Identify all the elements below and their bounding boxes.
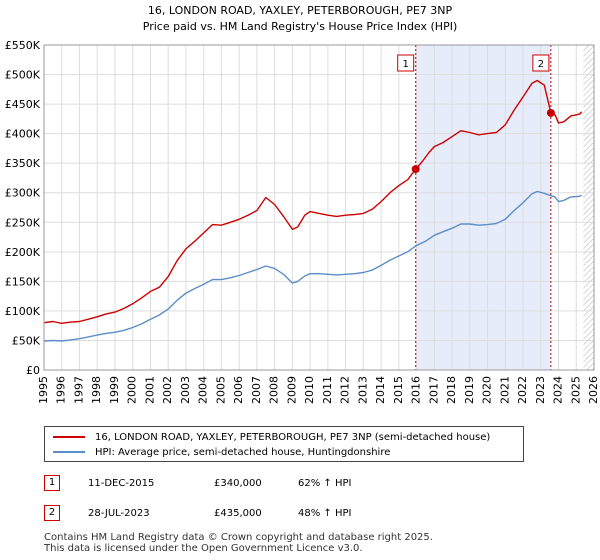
x-tick-label: 2024 [552,376,565,404]
chart-title-line2: Price paid vs. HM Land Registry's House … [143,20,458,33]
legend-label-property: 16, LONDON ROAD, YAXLEY, PETERBOROUGH, P… [95,432,491,443]
sale-label-text: 2 [538,59,544,70]
hpi-line [43,190,582,342]
y-tick-label: £150K [5,275,41,288]
x-tick-label: 1999 [108,376,121,404]
x-tick-label: 2025 [569,376,582,404]
y-tick-label: £500K [5,69,41,82]
sale-date: 11-DEC-2015 [88,478,155,489]
sale-row-1: 1 11-DEC-2015 £340,000 62% ↑ HPI [44,475,564,493]
x-tick-label: 2007 [250,376,263,404]
x-tick-label: 2004 [197,376,210,404]
plot-border [43,44,595,371]
y-tick-label: £350K [5,157,41,170]
legend-swatch-red [53,436,85,438]
sale-number-badge: 2 [44,505,60,521]
x-tick-label: 2015 [392,376,405,404]
sale-label-text: 1 [403,59,409,70]
y-tick-label: £300K [5,187,41,200]
x-tick-label: 2003 [179,376,192,404]
sale-price: £340,000 [214,478,262,489]
x-tick-label: 2002 [161,376,174,404]
future-hatch-region [583,45,594,370]
sale-label-box [532,54,550,72]
sale-label-box [397,54,415,72]
x-tick-label: 2021 [498,376,511,404]
sale-hpi-change: 62% ↑ HPI [298,478,352,489]
x-tick-label: 1997 [72,376,85,404]
footer-line-2: This data is licensed under the Open Gov… [44,543,363,554]
x-tick-label: 1998 [90,376,103,404]
x-tick-label: 2001 [143,376,156,404]
x-tick-label: 2026 [587,376,600,404]
x-tick-label: 2011 [321,376,334,404]
sale-row-2: 2 28-JUL-2023 £435,000 48% ↑ HPI [44,505,564,523]
sale-hpi-change: 48% ↑ HPI [298,508,352,519]
sale-number-badge: 1 [44,475,60,491]
sale-point [546,108,555,117]
legend-swatch-blue [53,451,85,453]
sale-point [411,165,420,174]
footer-attribution: Contains HM Land Registry data © Crown c… [44,532,433,554]
property-price-line [43,79,583,324]
y-tick-label: £100K [5,305,41,318]
x-tick-label: 2018 [445,376,458,404]
sale-date: 28-JUL-2023 [88,508,150,519]
legend: 16, LONDON ROAD, YAXLEY, PETERBOROUGH, P… [44,426,524,462]
x-tick-label: 2005 [214,376,227,404]
x-tick-label: 2009 [285,376,298,404]
y-tick-label: £50K [12,334,41,347]
x-tick-label: 2019 [463,376,476,404]
x-tick-label: 2000 [126,376,139,404]
sale-price: £435,000 [214,508,262,519]
y-tick-label: £250K [5,216,41,229]
legend-item-hpi: HPI: Average price, semi-detached house,… [53,446,390,459]
y-tick-label: £0 [26,364,40,377]
footer-line-1: Contains HM Land Registry data © Crown c… [44,532,433,543]
x-tick-label: 1996 [55,376,68,404]
ownership-shaded-region [415,45,551,370]
x-tick-label: 2016 [410,376,423,404]
x-tick-label: 2010 [303,376,316,404]
price-chart: 16, LONDON ROAD, YAXLEY, PETERBOROUGH, P… [5,4,600,404]
x-tick-label: 2008 [268,376,281,404]
x-tick-label: 2023 [534,376,547,404]
legend-label-hpi: HPI: Average price, semi-detached house,… [95,447,391,458]
chart-title-line1: 16, LONDON ROAD, YAXLEY, PETERBOROUGH, P… [148,4,453,17]
y-tick-label: £400K [5,128,41,141]
legend-item-property: 16, LONDON ROAD, YAXLEY, PETERBOROUGH, P… [53,431,490,444]
x-tick-label: 2006 [232,376,245,404]
x-tick-label: 2012 [339,376,352,404]
x-tick-label: 2013 [356,376,369,404]
x-tick-label: 2022 [516,376,529,404]
x-tick-label: 2014 [374,376,387,404]
x-tick-label: 2020 [481,376,494,404]
y-tick-label: £550K [5,39,41,52]
x-tick-label: 2017 [427,376,440,404]
y-tick-label: £200K [5,246,41,259]
y-tick-label: £450K [5,98,41,111]
x-tick-label: 1995 [37,376,50,404]
